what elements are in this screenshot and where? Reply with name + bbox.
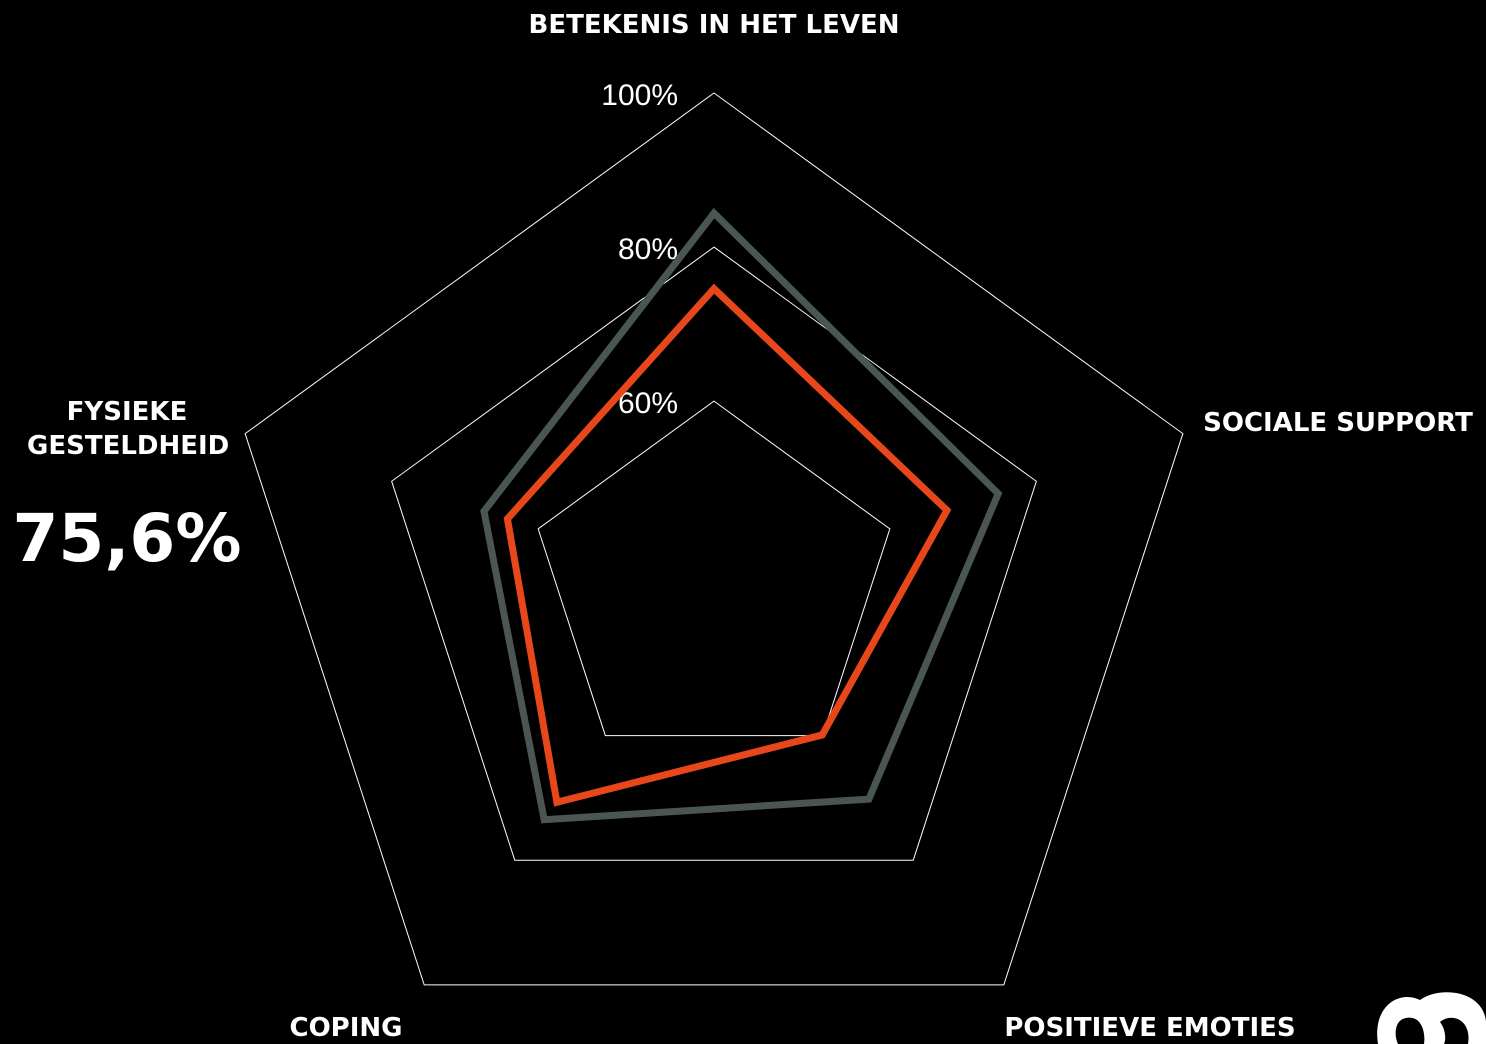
grid-ring: [244, 92, 1184, 986]
category-label: POSITIEVE EMOTIES: [1004, 1013, 1296, 1043]
series-line: [480, 207, 1003, 824]
logo: [1377, 992, 1486, 1044]
category-label: FYSIEKE GESTELDHEID: [27, 397, 230, 461]
grid-ring: [391, 246, 1037, 861]
category-label: SOCIALE SUPPORT: [1203, 408, 1473, 438]
category-label: COPING: [289, 1013, 403, 1043]
tick-label: 100%: [601, 79, 678, 112]
grid-ring: [537, 400, 891, 737]
tick-label: 80%: [618, 233, 678, 266]
annotation: 75,6%: [12, 500, 242, 577]
tick-label: 60%: [618, 387, 678, 420]
category-label: BETEKENIS IN HET LEVEN: [528, 10, 900, 40]
series-line: [503, 283, 952, 807]
